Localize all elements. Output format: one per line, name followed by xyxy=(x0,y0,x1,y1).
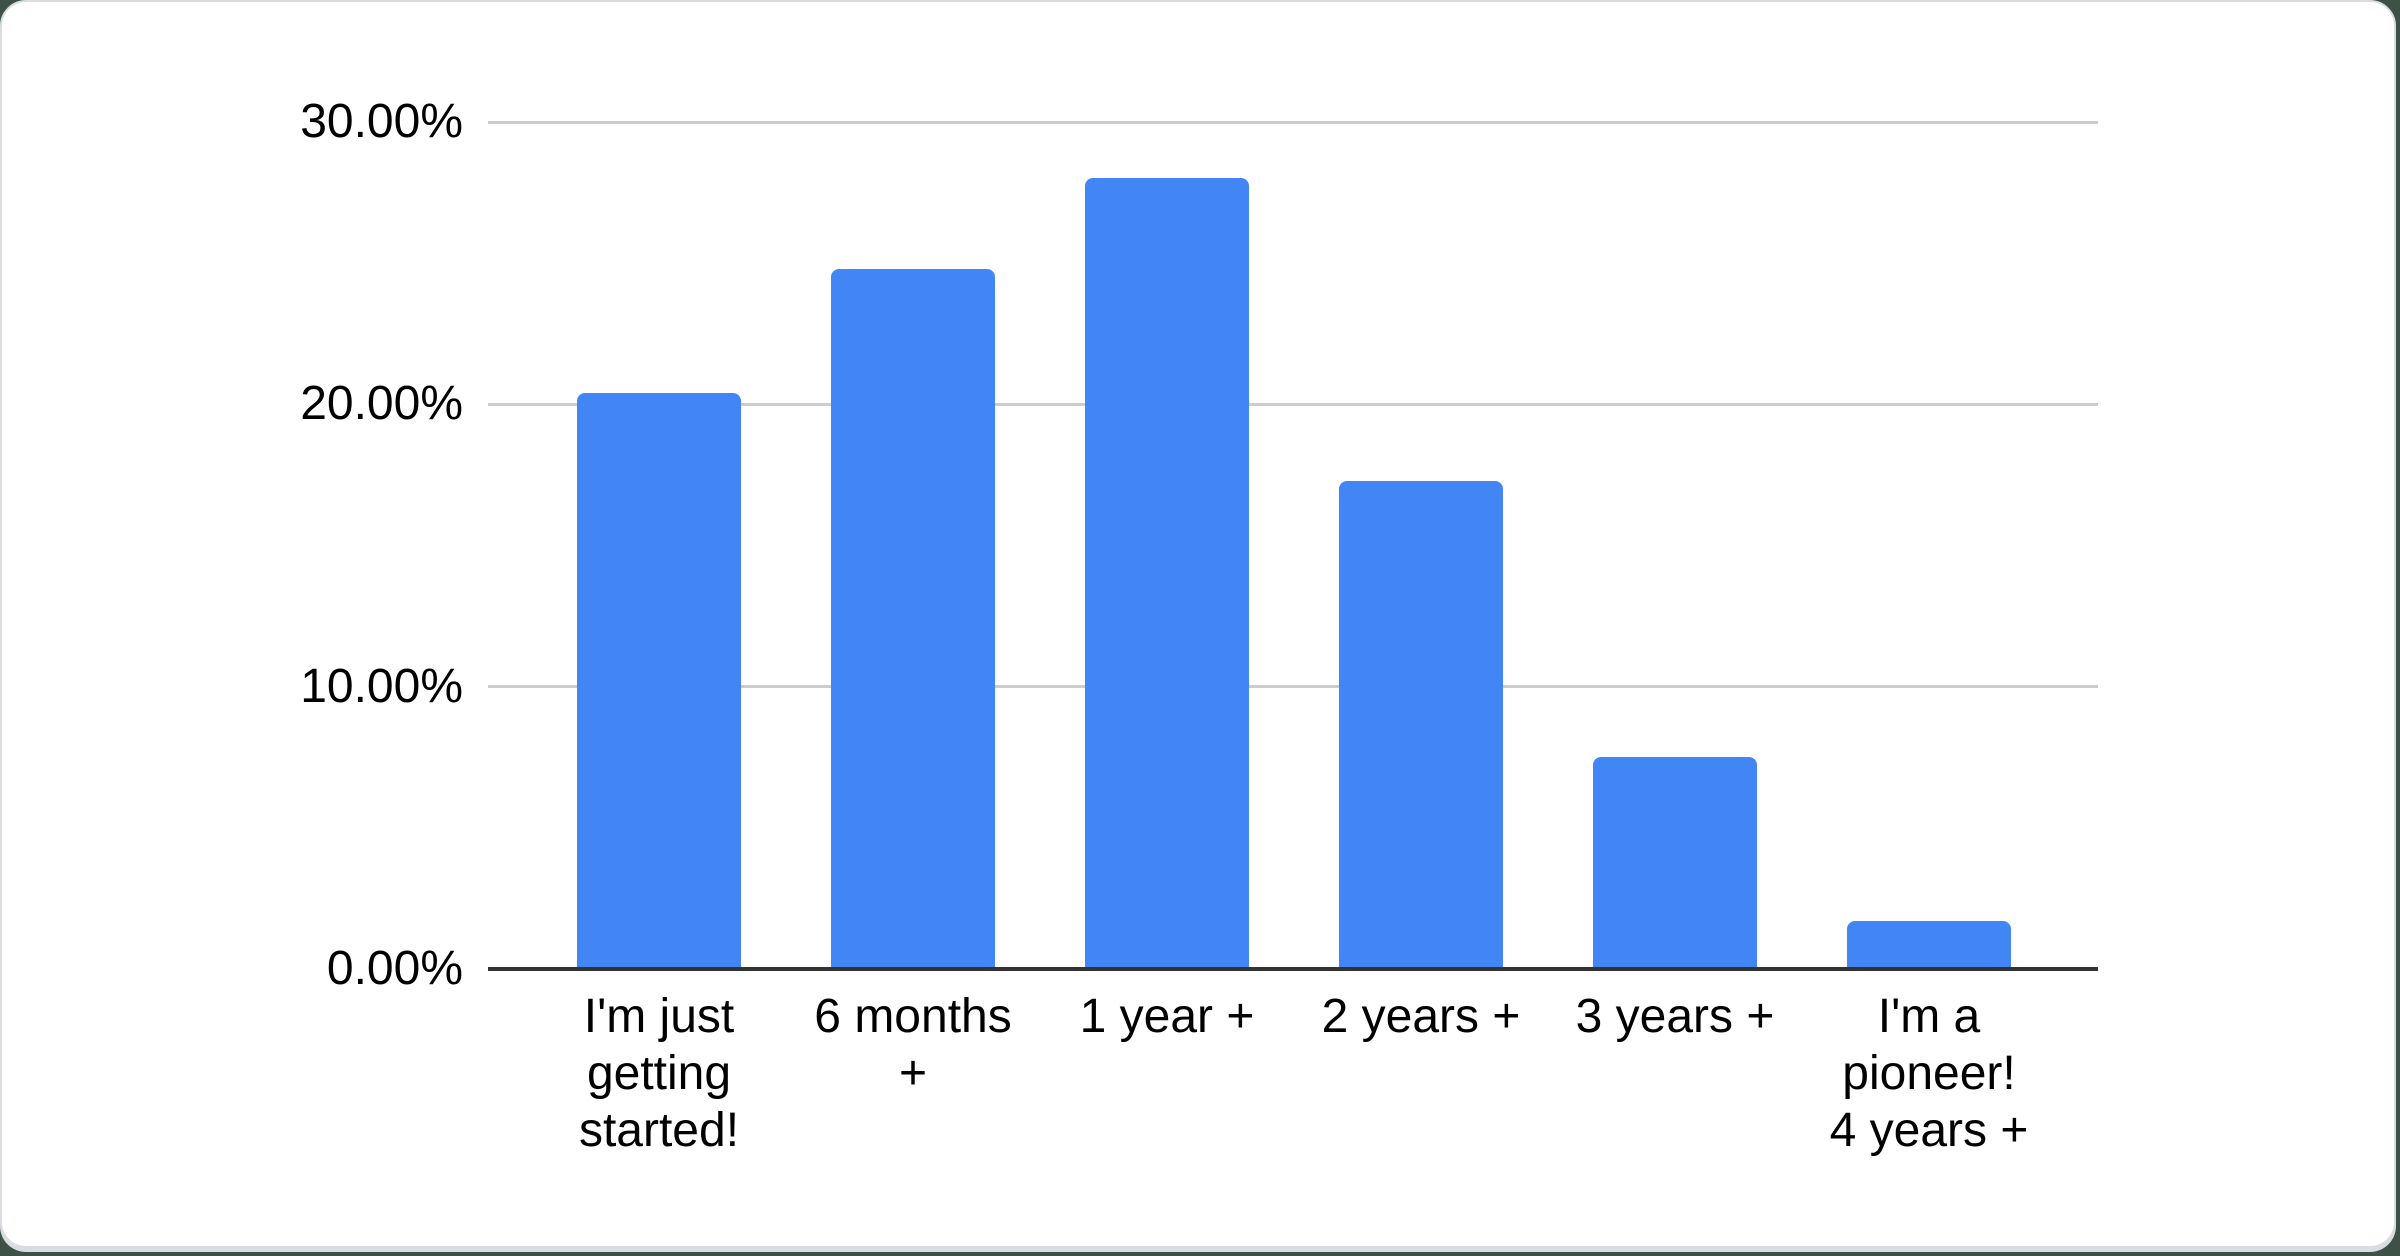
bar-2 xyxy=(831,269,995,971)
bar-3 xyxy=(1085,178,1249,971)
y-axis-tick-label: 10.00% xyxy=(300,659,463,713)
x-axis-category-label: 1 year + xyxy=(1079,990,1255,1043)
y-axis-tick-label: 20.00% xyxy=(300,377,463,431)
x-axis-line xyxy=(488,967,2098,971)
y-axis-tick-label: 0.00% xyxy=(326,942,463,995)
bar-4 xyxy=(1339,481,1503,971)
x-axis-category-label: I'm a pioneer! 4 years + xyxy=(1829,990,2029,1157)
y-axis-tick-label: 30.00% xyxy=(300,95,463,148)
bar-1 xyxy=(577,393,741,971)
x-axis-category-label: I'm just getting started! xyxy=(578,990,740,1157)
x-axis-category-label: 2 years + xyxy=(1321,990,1521,1043)
gridline xyxy=(488,120,2098,124)
gridline xyxy=(488,402,2098,406)
bar-5 xyxy=(1593,757,1757,971)
x-axis-category-label: 3 years + xyxy=(1575,990,1775,1043)
x-axis-category-label: 6 months + xyxy=(814,990,1012,1100)
bar-6 xyxy=(1847,921,2011,971)
gridline xyxy=(488,685,2098,689)
